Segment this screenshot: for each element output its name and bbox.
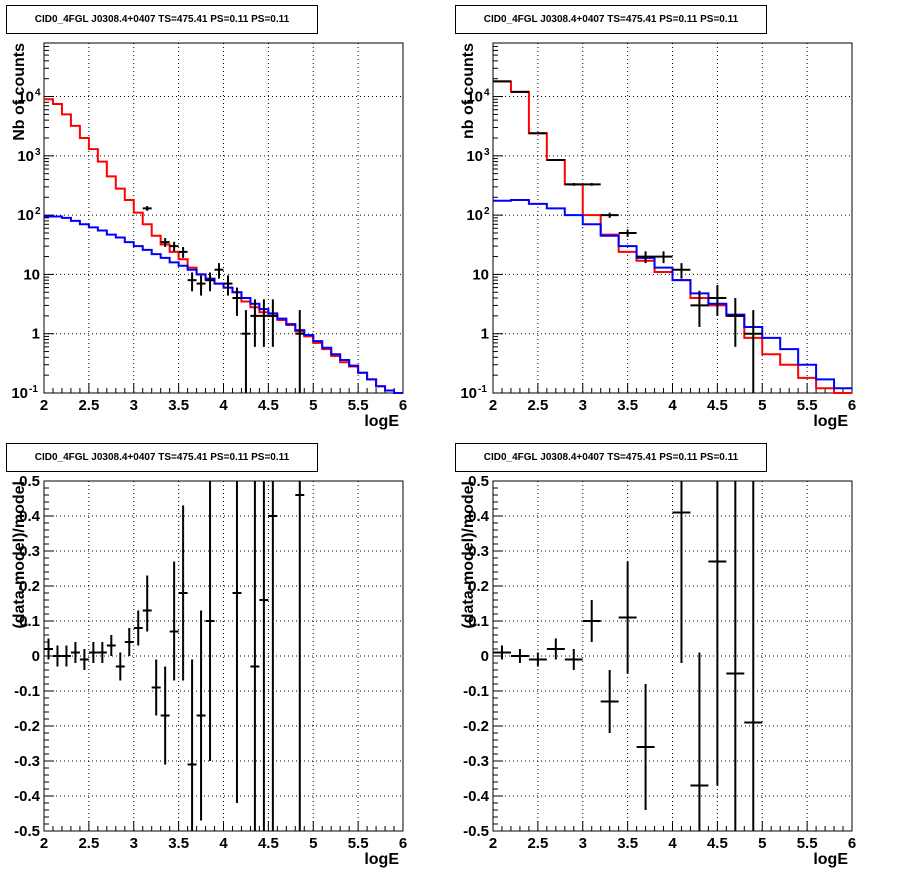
x-tick-label: 5.5 — [348, 397, 369, 414]
y-tick-exponent: -1 — [478, 384, 487, 395]
x-tick-label: 6 — [399, 397, 407, 414]
y-tick-label: -0.2 — [463, 718, 489, 735]
x-tick-label: 4 — [219, 835, 228, 852]
y-tick-exponent: 4 — [35, 88, 41, 99]
residual-panel-right: CID0_4FGL J0308.4+0407 TS=475.41 PS=0.11… — [449, 438, 898, 875]
x-tick-label: 4 — [668, 835, 677, 852]
y-tick-label: 1 — [481, 326, 489, 343]
x-tick-label: 5 — [758, 397, 766, 414]
y-tick-label: 10 — [460, 385, 477, 402]
x-tick-label: 3.5 — [617, 835, 638, 852]
y-tick-exponent: 2 — [35, 206, 41, 217]
x-tick-label: 4 — [219, 397, 228, 414]
y-axis-label: (data-model)/model — [11, 481, 28, 629]
y-tick-exponent: 4 — [484, 88, 490, 99]
x-tick-label: 2 — [489, 397, 497, 414]
x-tick-label: 5 — [758, 835, 766, 852]
panel-title: CID0_4FGL J0308.4+0407 TS=475.41 PS=0.11… — [455, 5, 767, 34]
y-tick-label: -0.1 — [14, 683, 40, 700]
residual-panel-left: CID0_4FGL J0308.4+0407 TS=475.41 PS=0.11… — [0, 438, 449, 875]
y-tick-label: 1 — [32, 326, 40, 343]
y-tick-exponent: 2 — [484, 206, 490, 217]
data-point — [529, 133, 547, 134]
y-tick-exponent: 3 — [35, 147, 41, 158]
counts-panel-right: CID0_4FGL J0308.4+0407 TS=475.41 PS=0.11… — [449, 0, 898, 438]
y-axis-label: Nb of counts — [11, 43, 28, 141]
y-tick-label: 10 — [17, 148, 34, 165]
x-tick-label: 3.5 — [168, 397, 189, 414]
y-tick-label: 10 — [466, 148, 483, 165]
panel-title: CID0_4FGL J0308.4+0407 TS=475.41 PS=0.11… — [6, 5, 318, 34]
x-tick-label: 2.5 — [78, 835, 99, 852]
y-tick-label: -0.5 — [463, 823, 489, 840]
y-tick-label: -0.3 — [14, 753, 40, 770]
x-axis-label: logE — [813, 851, 848, 868]
x-tick-label: 4 — [668, 397, 677, 414]
y-tick-exponent: 3 — [484, 147, 490, 158]
y-tick-label: -0.1 — [463, 683, 489, 700]
counts-panel-left: CID0_4FGL J0308.4+0407 TS=475.41 PS=0.11… — [0, 0, 449, 438]
y-axis-label: nb of counts — [460, 43, 477, 139]
x-tick-label: 4.5 — [258, 397, 279, 414]
x-tick-label: 3 — [579, 835, 587, 852]
x-tick-label: 2.5 — [527, 397, 548, 414]
y-tick-label: 0 — [481, 648, 489, 665]
x-tick-label: 3.5 — [617, 397, 638, 414]
x-tick-label: 4.5 — [707, 397, 728, 414]
x-tick-label: 2 — [40, 835, 48, 852]
y-tick-label: -0.2 — [14, 718, 40, 735]
x-tick-label: 5.5 — [797, 397, 818, 414]
panel-title: CID0_4FGL J0308.4+0407 TS=475.41 PS=0.11… — [6, 443, 318, 472]
x-tick-label: 6 — [848, 397, 856, 414]
x-tick-label: 2 — [489, 835, 497, 852]
x-tick-label: 4.5 — [707, 835, 728, 852]
y-tick-label: 10 — [472, 266, 489, 283]
y-tick-label: -0.4 — [463, 788, 490, 805]
x-tick-label: 5.5 — [348, 835, 369, 852]
x-axis-label: logE — [364, 851, 399, 868]
x-tick-label: 5 — [309, 835, 317, 852]
x-tick-label: 2 — [40, 397, 48, 414]
y-tick-label: -0.5 — [14, 823, 40, 840]
x-tick-label: 2.5 — [527, 835, 548, 852]
x-tick-label: 4.5 — [258, 835, 279, 852]
x-tick-label: 3.5 — [168, 835, 189, 852]
y-tick-label: -0.4 — [14, 788, 41, 805]
x-tick-label: 3 — [579, 397, 587, 414]
x-tick-label: 5.5 — [797, 835, 818, 852]
data-point — [547, 159, 565, 161]
x-tick-label: 3 — [130, 835, 138, 852]
x-tick-label: 2.5 — [78, 397, 99, 414]
x-tick-label: 6 — [399, 835, 407, 852]
y-tick-label: 10 — [11, 385, 28, 402]
y-axis-label: (data-model)/model — [460, 481, 477, 629]
panel-title: CID0_4FGL J0308.4+0407 TS=475.41 PS=0.11… — [455, 443, 767, 472]
x-tick-label: 5 — [309, 397, 317, 414]
x-axis-label: logE — [364, 413, 399, 430]
y-tick-label: 0 — [32, 648, 40, 665]
y-tick-label: -0.3 — [463, 753, 489, 770]
x-tick-label: 3 — [130, 397, 138, 414]
y-tick-label: 10 — [23, 266, 40, 283]
x-axis-label: logE — [813, 413, 848, 430]
x-tick-label: 6 — [848, 835, 856, 852]
y-tick-exponent: -1 — [29, 384, 38, 395]
y-tick-label: 10 — [17, 207, 34, 224]
y-tick-label: 10 — [466, 207, 483, 224]
